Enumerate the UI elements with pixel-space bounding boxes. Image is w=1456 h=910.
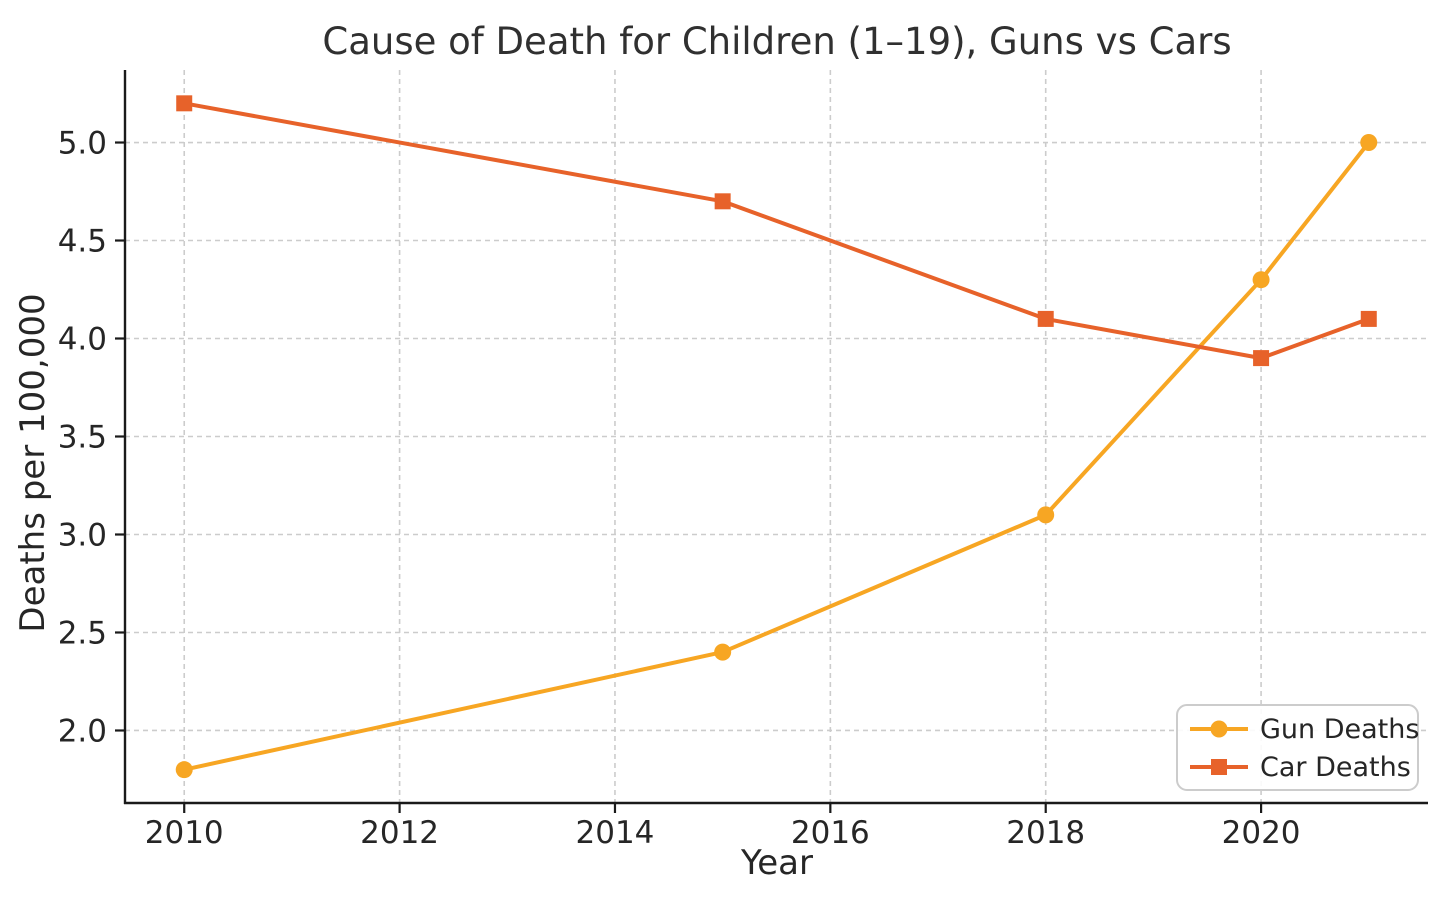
gun-deaths-line [182,140,1371,772]
tick-labels-layer: 2010 2012 2014 2016 2018 2020 2.0 2.5 3.0 3.5 4.0 4… [58,126,1301,851]
gun-deaths-marker [1252,271,1270,289]
car-deaths-marker [714,193,731,210]
y-tick-label: 5.0 [58,126,107,162]
legend-gun-deaths-marker [1210,720,1228,738]
x-axis-label: Year [740,843,813,883]
x-tick-label: 2016 [791,815,870,851]
x-tick-label: 2020 [1222,815,1301,851]
y-tick-label: 3.5 [58,420,107,456]
y-tick-label: 2.5 [58,615,107,651]
y-tick-label: 3.0 [58,517,107,553]
chart-title: Cause of Death for Children (1–19), Guns… [322,20,1231,63]
car-deaths-marker [1253,350,1270,367]
car-deaths-line [182,101,1371,361]
y-tick-label: 2.0 [58,713,107,749]
gun-deaths-marker [1037,506,1055,524]
car-deaths-marker [176,95,193,112]
legend-label-car-deaths: Car Deaths [1260,752,1411,783]
x-tick-label: 2018 [1006,815,1085,851]
x-tick-label: 2010 [145,815,224,851]
x-tick-label: 2012 [360,815,439,851]
gun-deaths-marker [1360,134,1378,152]
y-axis-label: Deaths per 100,000 [13,293,53,632]
legend-label-gun-deaths: Gun Deaths [1260,714,1419,745]
y-tick-label: 4.0 [58,322,107,358]
legend: Gun Deaths Car Deaths [1176,704,1419,791]
axis-ticks-layer [115,141,1263,813]
gun-deaths-marker [175,761,193,779]
gridlines-layer [125,70,1428,803]
x-tick-label: 2014 [576,815,655,851]
legend-car-deaths-marker [1211,759,1227,775]
car-deaths-marker [1037,310,1054,327]
y-tick-label: 4.5 [58,224,107,260]
car-deaths-marker [1360,310,1377,327]
gun-deaths-marker [714,643,732,661]
data-series-layer [175,95,1378,779]
